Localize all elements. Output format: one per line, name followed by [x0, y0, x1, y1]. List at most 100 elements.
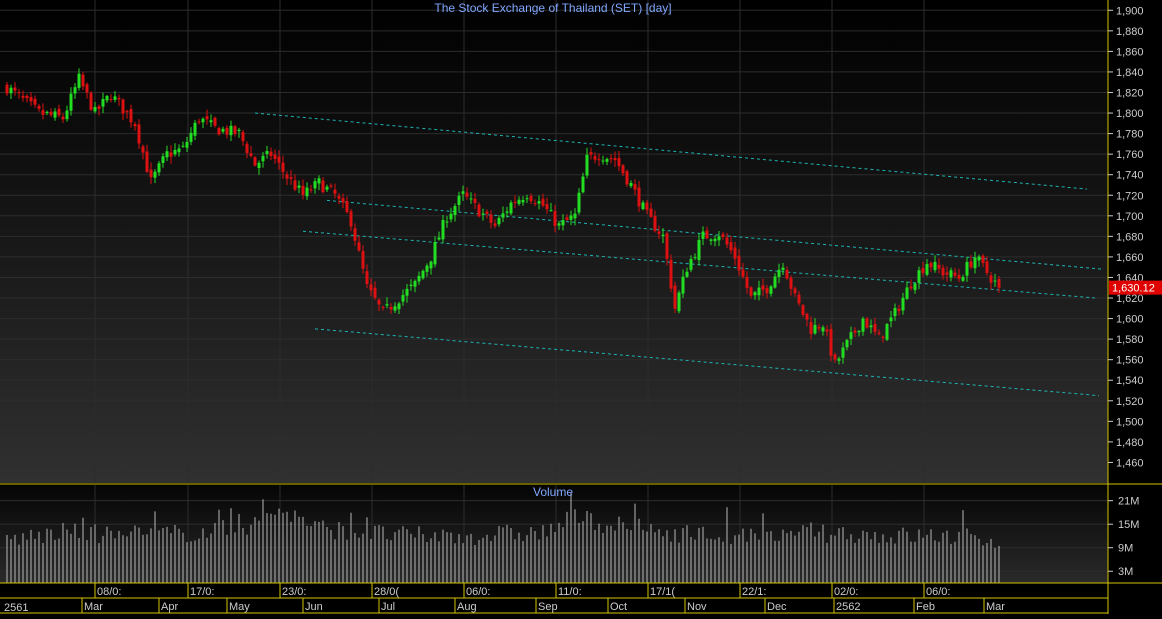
candle-body [281, 162, 285, 172]
candle-body [465, 192, 469, 197]
candle-body [537, 201, 541, 204]
candle-body [793, 288, 797, 294]
candle-body [789, 277, 793, 289]
candle-body [829, 329, 833, 356]
candle-body [585, 154, 589, 176]
candle-body [617, 158, 621, 167]
candle-body [905, 287, 909, 299]
candle-body [697, 239, 701, 261]
candle-body [609, 158, 613, 160]
volume-title: Volume [533, 485, 573, 499]
candle-body [133, 124, 137, 127]
candle-body [53, 111, 57, 118]
candle-body [989, 275, 993, 283]
x-month-label: Jun [305, 601, 323, 613]
candle-body [165, 151, 169, 158]
candle-body [865, 318, 869, 328]
candle-body [441, 220, 445, 240]
candle-body [289, 177, 293, 179]
candle-body [17, 92, 21, 94]
candle-body [593, 156, 597, 160]
candle-body [525, 198, 529, 200]
candle-body [937, 264, 941, 269]
candle-body [41, 110, 45, 115]
candle-body [933, 261, 937, 271]
candle-body [249, 153, 253, 157]
volume-tick-label: 15M [1118, 519, 1139, 531]
candle-body [61, 116, 65, 120]
candle-body [453, 206, 457, 216]
volume-tick-label: 21M [1118, 496, 1139, 508]
candle-body [985, 261, 989, 273]
candle-body [401, 295, 405, 302]
candle-body [181, 145, 185, 147]
candle-body [809, 322, 813, 334]
candle-body [177, 148, 181, 153]
candle-body [673, 285, 677, 309]
candle-body [973, 257, 977, 269]
candle-body [841, 347, 845, 358]
candle-body [889, 317, 893, 322]
candle-body [97, 106, 101, 109]
candle-body [953, 272, 957, 276]
candle-body [909, 286, 913, 289]
candle-body [13, 87, 17, 91]
candle-body [825, 329, 829, 332]
candlestick-series [5, 68, 1001, 365]
x-date-label: 02/0: [834, 586, 858, 598]
last-price-label: 1,630.12 [1112, 283, 1155, 295]
candle-body [545, 204, 549, 210]
x-date-label: 08/0: [97, 586, 121, 598]
candle-body [377, 299, 381, 305]
candle-body [385, 304, 389, 306]
candle-body [365, 271, 369, 284]
candle-body [493, 223, 497, 226]
candle-body [309, 189, 313, 191]
candle-body [321, 180, 325, 193]
candle-body [705, 230, 709, 239]
candle-body [497, 217, 501, 225]
candle-body [949, 270, 953, 278]
candle-body [273, 154, 277, 159]
y-tick-label: 1,720 [1116, 190, 1144, 202]
y-tick-label: 1,620 [1116, 293, 1144, 305]
candle-body [241, 132, 245, 142]
candle-body [733, 247, 737, 259]
candle-body [125, 111, 129, 113]
candle-body [69, 93, 73, 111]
candle-body [633, 184, 637, 190]
candle-body [725, 237, 729, 245]
candle-body [629, 182, 633, 187]
candle-body [29, 97, 33, 102]
candle-body [489, 214, 493, 223]
y-tick-label: 1,500 [1116, 416, 1144, 428]
candle-body [777, 269, 781, 278]
candle-body [397, 303, 401, 310]
candle-body [117, 97, 121, 100]
x-month-label: Mar [986, 601, 1005, 613]
candle-body [361, 251, 365, 269]
candle-body [741, 269, 745, 277]
candle-body [345, 201, 349, 213]
candle-body [57, 108, 61, 116]
candle-body [969, 261, 973, 268]
candle-body [245, 143, 249, 154]
candle-body [509, 202, 513, 214]
candle-body [381, 307, 385, 309]
candle-body [977, 256, 981, 261]
candle-body [73, 87, 77, 94]
y-tick-label: 1,860 [1116, 46, 1144, 58]
x-date-label: 17/1( [650, 586, 675, 598]
candle-body [657, 231, 661, 234]
candle-body [781, 267, 785, 271]
candle-body [661, 234, 665, 236]
candle-body [229, 125, 233, 136]
y-tick-label: 1,840 [1116, 67, 1144, 79]
candle-body [901, 297, 905, 311]
candle-body [205, 116, 209, 120]
candle-body [941, 267, 945, 276]
candle-body [577, 192, 581, 213]
candle-body [533, 203, 537, 205]
